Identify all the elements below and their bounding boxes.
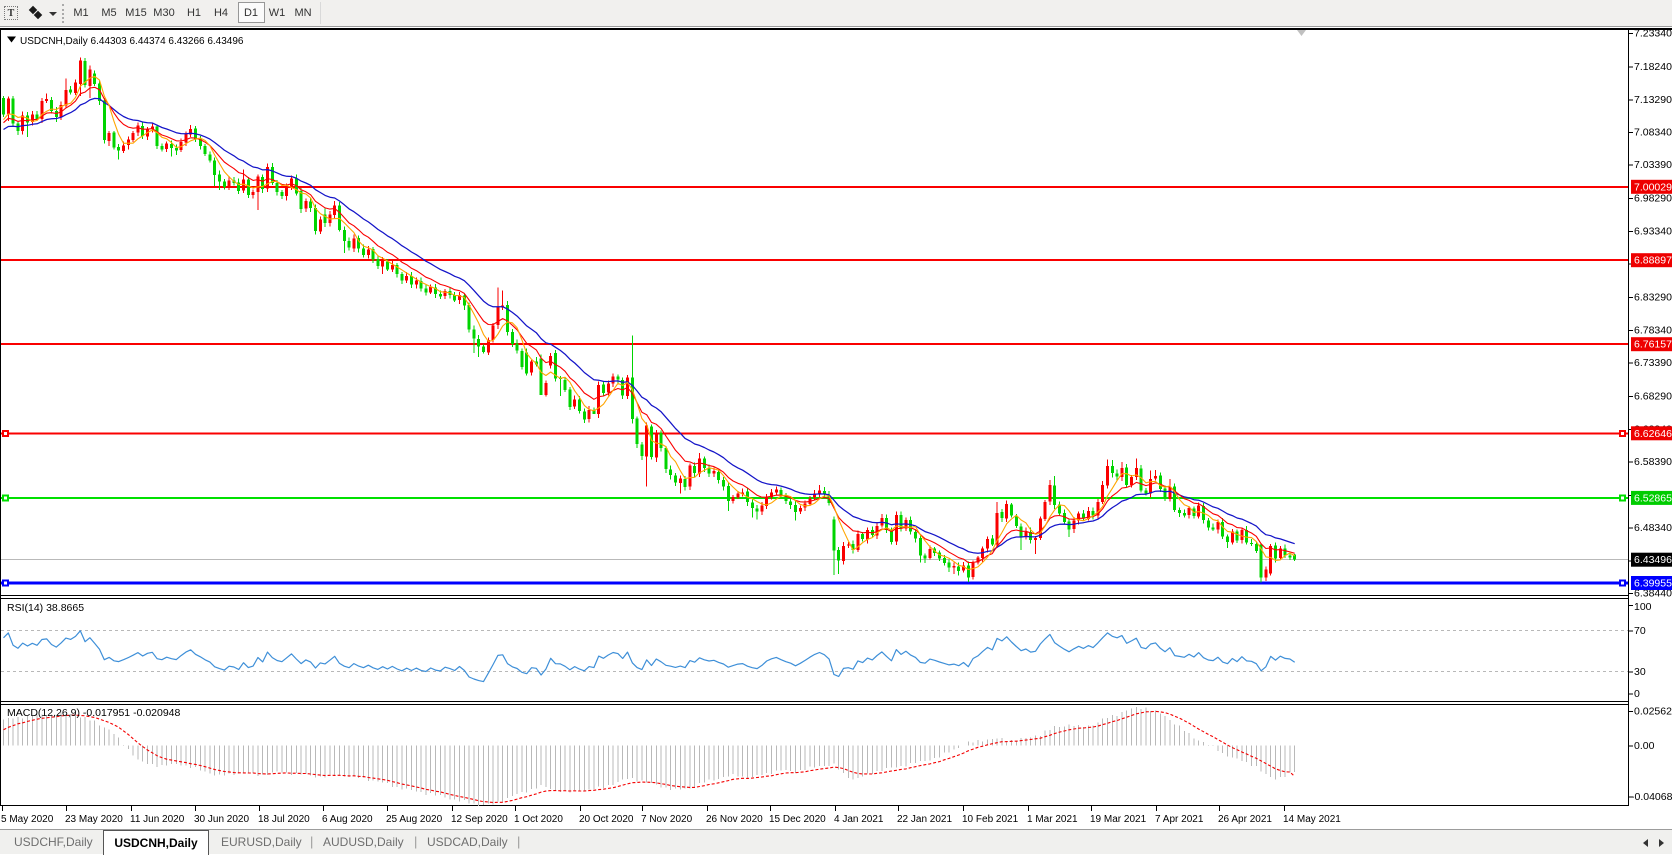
svg-text:26 Apr 2021: 26 Apr 2021 (1218, 814, 1272, 825)
svg-text:-0.040687: -0.040687 (1631, 791, 1672, 803)
svg-text:0: 0 (1634, 688, 1640, 700)
svg-text:6.83290: 6.83290 (1634, 292, 1672, 304)
svg-text:6.52865: 6.52865 (1634, 492, 1672, 504)
svg-text:6.62646: 6.62646 (1634, 428, 1672, 440)
svg-text:6.68290: 6.68290 (1634, 391, 1672, 403)
svg-text:RSI(14) 38.8665: RSI(14) 38.8665 (7, 602, 84, 614)
svg-text:20 Oct 2020: 20 Oct 2020 (579, 814, 634, 825)
svg-text:15 Dec 2020: 15 Dec 2020 (769, 814, 826, 825)
svg-text:6.98290: 6.98290 (1634, 193, 1672, 205)
svg-text:26 Nov 2020: 26 Nov 2020 (706, 814, 763, 825)
svg-text:30: 30 (1634, 666, 1646, 678)
svg-text:6.48340: 6.48340 (1634, 522, 1672, 534)
svg-text:6 Aug 2020: 6 Aug 2020 (322, 814, 373, 825)
svg-text:MACD(12,26,9) -0.017951 -0.020: MACD(12,26,9) -0.017951 -0.020948 (7, 707, 181, 719)
svg-text:5 May 2020: 5 May 2020 (1, 814, 54, 825)
svg-text:23 May 2020: 23 May 2020 (65, 814, 123, 825)
svg-text:12 Sep 2020: 12 Sep 2020 (451, 814, 508, 825)
svg-text:6.73390: 6.73390 (1634, 357, 1672, 369)
svg-text:70: 70 (1634, 625, 1646, 637)
svg-text:6.93340: 6.93340 (1634, 225, 1672, 237)
svg-text:6.76157: 6.76157 (1634, 339, 1672, 351)
svg-text:6.88897: 6.88897 (1634, 255, 1672, 267)
svg-text:6.38440: 6.38440 (1634, 588, 1672, 600)
svg-text:7.18240: 7.18240 (1634, 61, 1672, 73)
svg-text:25 Aug 2020: 25 Aug 2020 (386, 814, 443, 825)
svg-text:7.23340: 7.23340 (1634, 28, 1672, 40)
svg-text:7 Apr 2021: 7 Apr 2021 (1155, 814, 1204, 825)
svg-text:0.00: 0.00 (1634, 740, 1655, 752)
svg-text:6.43496: 6.43496 (1634, 554, 1672, 566)
svg-text:4 Jan 2021: 4 Jan 2021 (834, 814, 884, 825)
svg-text:22 Jan 2021: 22 Jan 2021 (897, 814, 952, 825)
svg-text:19 Mar 2021: 19 Mar 2021 (1090, 814, 1147, 825)
svg-text:0.025623: 0.025623 (1634, 706, 1672, 718)
svg-text:30 Jun 2020: 30 Jun 2020 (194, 814, 249, 825)
svg-text:USDCNH,Daily 6.44303 6.44374: USDCNH,Daily 6.44303 6.44374 6.43266 6.4… (20, 36, 244, 47)
svg-text:7.03390: 7.03390 (1634, 159, 1672, 171)
svg-text:6.78340: 6.78340 (1634, 324, 1672, 336)
svg-text:7.13290: 7.13290 (1634, 94, 1672, 106)
svg-text:7 Nov 2020: 7 Nov 2020 (641, 814, 693, 825)
svg-text:7.08340: 7.08340 (1634, 126, 1672, 138)
svg-text:10 Feb 2021: 10 Feb 2021 (962, 814, 1019, 825)
svg-text:1 Mar 2021: 1 Mar 2021 (1027, 814, 1078, 825)
svg-text:11 Jun 2020: 11 Jun 2020 (130, 814, 185, 825)
svg-text:100: 100 (1634, 601, 1652, 613)
svg-text:6.58390: 6.58390 (1634, 456, 1672, 468)
svg-text:1 Oct 2020: 1 Oct 2020 (514, 814, 563, 825)
svg-text:6.39955: 6.39955 (1634, 578, 1672, 590)
svg-text:14 May 2021: 14 May 2021 (1283, 814, 1341, 825)
svg-text:18 Jul 2020: 18 Jul 2020 (258, 814, 310, 825)
svg-text:7.00029: 7.00029 (1634, 181, 1672, 193)
